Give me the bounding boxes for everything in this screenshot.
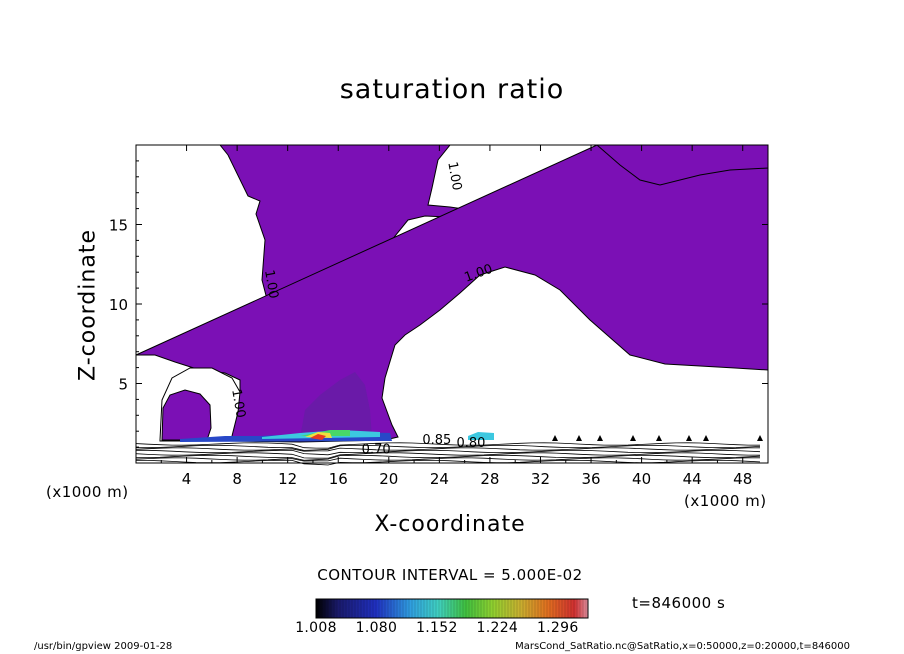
surface-marker-5 xyxy=(686,435,692,441)
y-tick-label-0: 5 xyxy=(118,376,128,394)
x-tick-label-2: 12 xyxy=(278,470,297,488)
x-tick-label-5: 24 xyxy=(430,470,449,488)
surface-contour-0 xyxy=(135,442,761,449)
contour-label-3: 1.00 xyxy=(228,388,248,419)
surface-contour-2 xyxy=(135,447,761,452)
saturation-core-5 xyxy=(468,432,494,440)
x-tick-label-9: 40 xyxy=(632,470,651,488)
x-tick-label-6: 28 xyxy=(480,470,499,488)
contour-interval: CONTOUR INTERVAL = 5.000E-02 xyxy=(317,566,583,584)
contour-label-1: 1.00 xyxy=(261,269,281,300)
time-label: t=846000 s xyxy=(632,594,726,612)
contour-label-6: 0.70 xyxy=(362,442,391,457)
colorbar-tick-label: 1.152 xyxy=(416,620,458,636)
x-tick-label-0: 4 xyxy=(182,470,192,488)
footer-right: MarsCond_SatRatio.nc@SatRatio,x=0:50000,… xyxy=(515,641,850,652)
x-tick-label-10: 44 xyxy=(683,470,702,488)
colorbar-tick-label: 1.224 xyxy=(476,620,519,636)
saturation-core-4 xyxy=(310,434,326,440)
surface-marker-1 xyxy=(576,435,582,441)
x-tick-label-1: 8 xyxy=(232,470,242,488)
colorbar-tick-label: 1.008 xyxy=(295,620,337,636)
x-tick-label-7: 32 xyxy=(531,470,550,488)
surface-marker-2 xyxy=(597,435,603,441)
surface-contour-6 xyxy=(135,457,760,462)
surface-marker-0 xyxy=(552,435,558,441)
chart-title: saturation ratio xyxy=(339,74,565,105)
plume xyxy=(300,372,372,438)
region-main xyxy=(135,144,769,443)
surface-marker-3 xyxy=(630,435,636,441)
z-axis-unit: (x1000 m) xyxy=(46,483,129,501)
surface-marker-7 xyxy=(757,435,763,441)
x-tick-label-11: 48 xyxy=(733,470,752,488)
surface-marker-6 xyxy=(703,435,709,441)
colorbar-tick-label: 1.296 xyxy=(536,620,579,636)
x-axis-unit: (x1000 m) xyxy=(684,492,767,510)
colorbar xyxy=(315,598,589,619)
surface-contour-5 xyxy=(135,454,761,461)
surface-contour-4 xyxy=(135,452,761,459)
x-tick-label-3: 16 xyxy=(329,470,348,488)
x-axis-label: X-coordinate xyxy=(374,512,526,537)
footer-left: /usr/bin/gpview 2009-01-28 xyxy=(34,641,173,652)
y-tick-label-2: 15 xyxy=(109,217,128,235)
x-tick-label-8: 36 xyxy=(581,470,600,488)
y-axis-label: Z-coordinate xyxy=(75,229,101,381)
surface-marker-4 xyxy=(656,435,662,441)
region-left-blob xyxy=(161,389,212,441)
surface-contour-3 xyxy=(135,449,761,456)
colorbar-tick-label: 1.080 xyxy=(355,620,398,636)
contour-label-5: 0.80 xyxy=(456,436,485,451)
contour-label-0: 1.00 xyxy=(444,161,464,192)
y-tick-label-1: 10 xyxy=(109,296,128,314)
surface-contour-1 xyxy=(135,444,761,451)
x-tick-label-4: 20 xyxy=(379,470,398,488)
contour-label-4: 0.85 xyxy=(422,433,451,448)
